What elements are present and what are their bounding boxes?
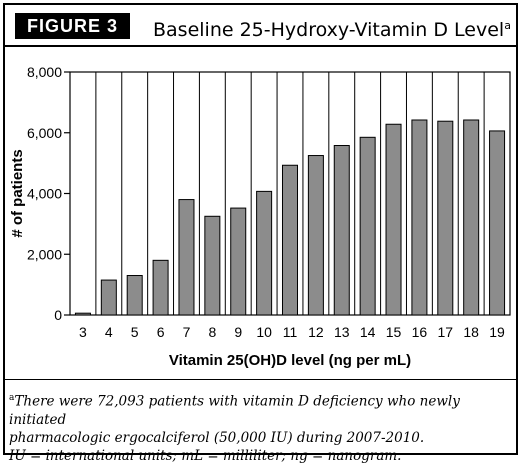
y-tick-label: 0 bbox=[54, 307, 62, 323]
x-tick-label: 12 bbox=[308, 324, 324, 340]
x-tick-label: 8 bbox=[208, 324, 216, 340]
figure-label: FIGURE 3 bbox=[15, 13, 131, 39]
bar-chart: 0 2,000 4,000 6,000 8,000 3 4 5 6 7 8 9 10 11 12 13 14 15… bbox=[9, 64, 511, 369]
x-axis-title: Vitamin 25(OH)D level (ng per mL) bbox=[169, 352, 411, 369]
x-tick-label: 18 bbox=[463, 324, 479, 340]
footer-rule bbox=[5, 379, 516, 380]
footnote-line-3: IU = international units; mL = millilite… bbox=[9, 447, 402, 464]
bar bbox=[281, 164, 299, 316]
footnote: aThere were 72,093 patients with vitamin… bbox=[9, 389, 509, 465]
x-tick-label: 14 bbox=[360, 324, 376, 340]
y-tick-label: 4,000 bbox=[27, 186, 62, 202]
header-rule bbox=[5, 45, 516, 47]
bar bbox=[100, 279, 117, 316]
bar bbox=[307, 155, 324, 316]
x-tick-label: 4 bbox=[105, 324, 113, 340]
bar bbox=[385, 123, 402, 316]
x-tick-label: 7 bbox=[183, 324, 191, 340]
figure-title-text: Baseline 25-Hydroxy-Vitamin D Level bbox=[153, 19, 505, 41]
x-tick-label: 6 bbox=[157, 324, 165, 340]
figure-title-marker: a bbox=[504, 19, 511, 32]
bar bbox=[178, 199, 195, 316]
x-tick-label: 13 bbox=[334, 324, 350, 340]
bar bbox=[333, 145, 350, 316]
bar bbox=[256, 190, 273, 316]
bar bbox=[411, 119, 428, 316]
x-tick-label: 16 bbox=[412, 324, 428, 340]
bar bbox=[230, 207, 247, 316]
footnote-line-1: aThere were 72,093 patients with vitamin… bbox=[9, 389, 509, 429]
bar bbox=[152, 259, 169, 316]
bar bbox=[463, 119, 480, 316]
x-tick-label: 10 bbox=[256, 324, 272, 340]
x-tick-label: 19 bbox=[489, 324, 505, 340]
x-tick-label: 9 bbox=[234, 324, 242, 340]
footnote-line-2: pharmacologic ergocalciferol (50,000 IU)… bbox=[9, 429, 425, 446]
x-tick-label: 15 bbox=[386, 324, 402, 340]
bar bbox=[437, 120, 454, 316]
y-tick-label: 6,000 bbox=[27, 125, 62, 141]
footnote-line-1-text: There were 72,093 patients with vitamin … bbox=[9, 393, 460, 428]
x-tick-label: 11 bbox=[283, 324, 298, 340]
x-tick-label: 5 bbox=[131, 324, 139, 340]
bar bbox=[74, 312, 91, 316]
y-tick-label: 2,000 bbox=[27, 246, 62, 262]
figure-frame: FIGURE 3 Baseline 25-Hydroxy-Vitamin D L… bbox=[3, 3, 518, 464]
x-tick-label: 3 bbox=[79, 324, 87, 340]
x-tick-label: 17 bbox=[438, 324, 454, 340]
y-axis-title: # of patients bbox=[9, 149, 26, 237]
bar bbox=[126, 275, 143, 316]
bar bbox=[359, 136, 376, 316]
figure-header: FIGURE 3 Baseline 25-Hydroxy-Vitamin D L… bbox=[5, 5, 516, 47]
y-tick-label: 8,000 bbox=[27, 64, 62, 80]
bar bbox=[489, 130, 506, 316]
footnote-marker: a bbox=[9, 393, 15, 403]
figure-title: Baseline 25-Hydroxy-Vitamin D Levela bbox=[153, 13, 511, 43]
bar bbox=[204, 215, 221, 316]
